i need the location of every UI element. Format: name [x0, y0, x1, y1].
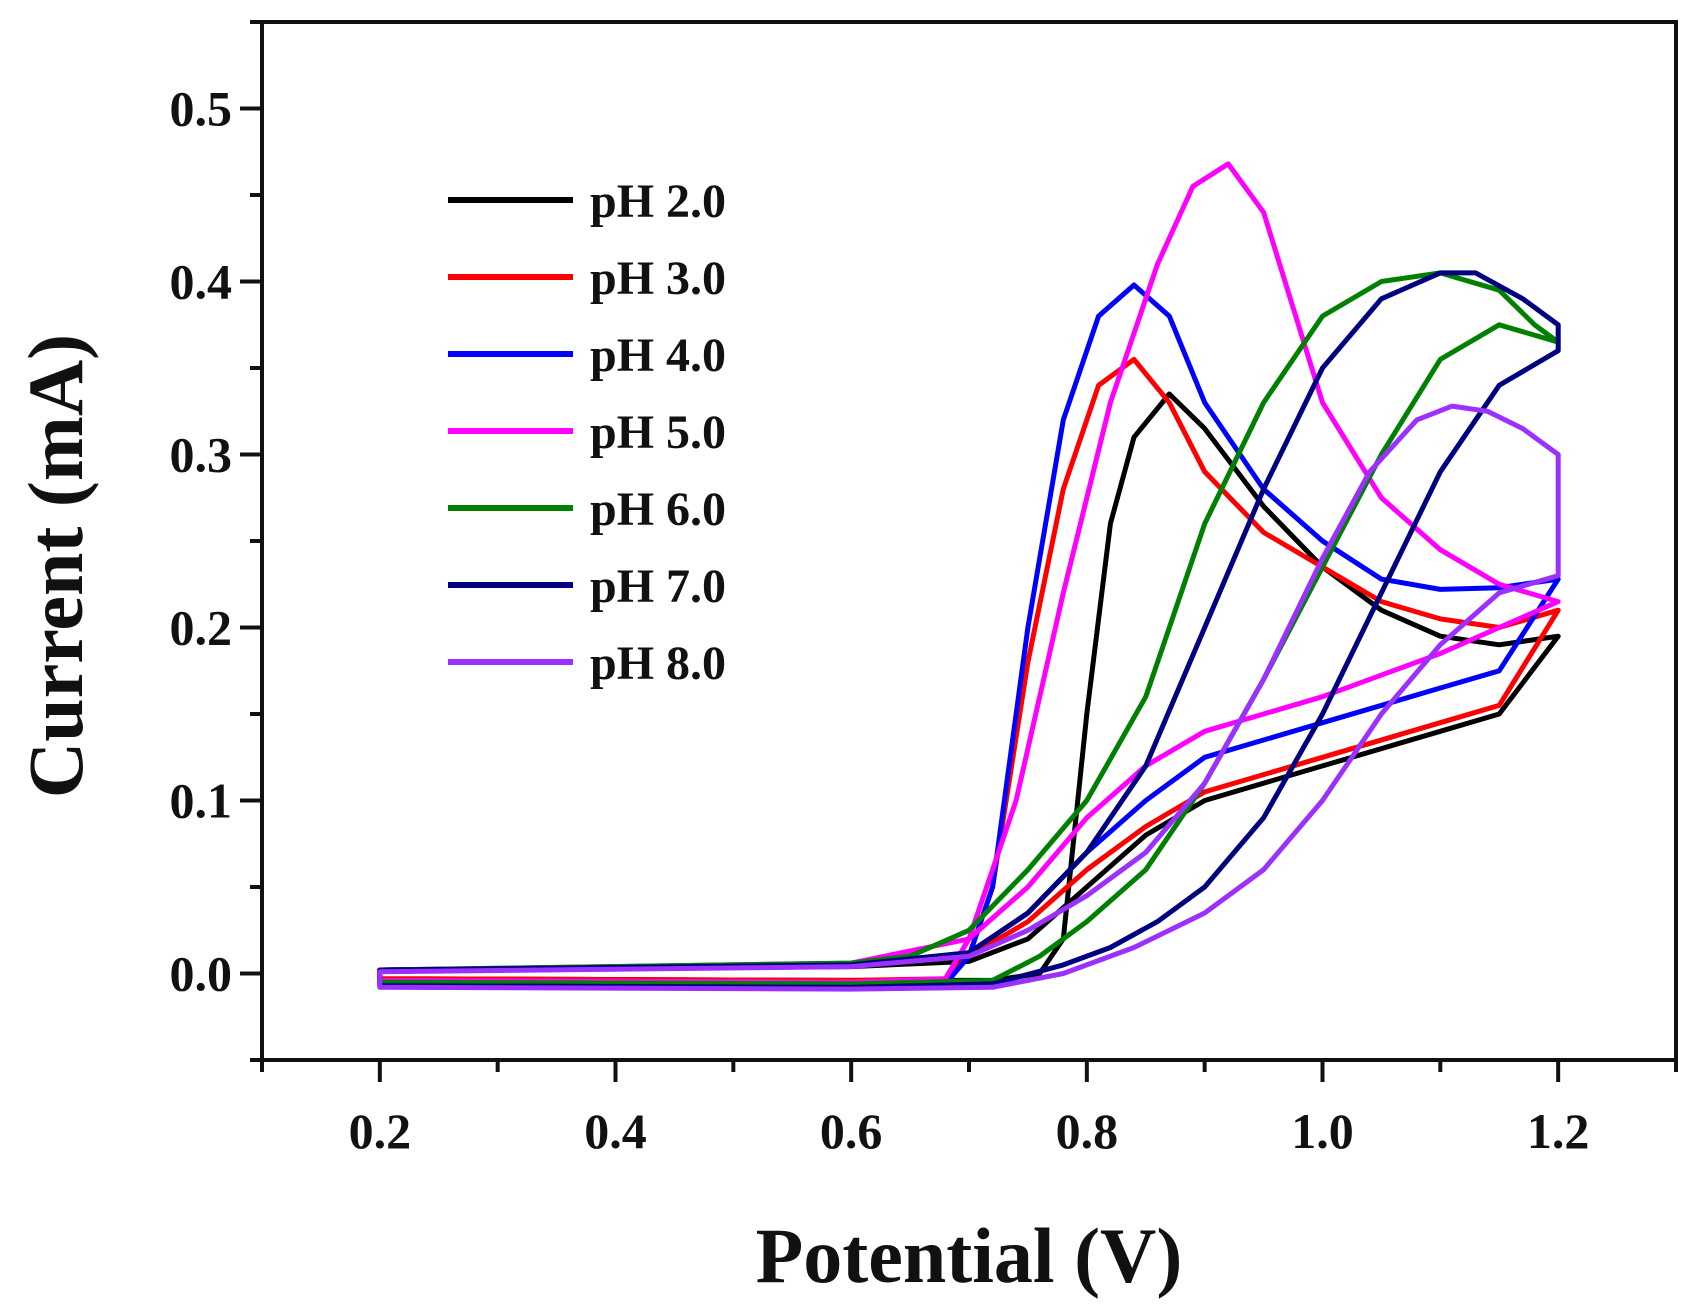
y-tick-label: 0.5	[170, 81, 233, 137]
x-tick-label: 1.0	[1291, 1103, 1354, 1159]
legend-label: pH 5.0	[590, 406, 726, 459]
legend: pH 2.0 pH 3.0 pH 4.0 pH 5.0 pH 6.0 pH 7.0 pH 8…	[448, 175, 726, 690]
legend-label: pH 8.0	[590, 637, 726, 690]
x-axis-title: Potential (V)	[756, 1212, 1183, 1299]
x-tick-label: 0.6	[820, 1103, 883, 1159]
series-curve	[377, 403, 1561, 992]
y-axis-title: Current (mA)	[12, 334, 99, 798]
x-tick-label: 0.2	[349, 1103, 412, 1159]
x-tick-label: 0.4	[584, 1103, 647, 1159]
legend-label: pH 7.0	[590, 560, 726, 613]
series-curves	[377, 161, 1561, 992]
y-axis: 0.0 0.1 0.2 0.3 0.4 0.5	[170, 20, 262, 1062]
series-curve	[377, 270, 1561, 990]
legend-label: pH 6.0	[590, 483, 726, 536]
legend-label: pH 2.0	[590, 175, 726, 228]
x-tick-label: 1.2	[1527, 1103, 1590, 1159]
y-tick-label: 0.4	[170, 254, 233, 310]
series-curve	[377, 161, 1561, 985]
legend-label: pH 4.0	[590, 329, 726, 382]
x-tick-label: 0.8	[1056, 1103, 1119, 1159]
y-tick-label: 0.0	[170, 946, 233, 1002]
x-axis: 0.2 0.4 0.6 0.8 1.0 1.2	[260, 1060, 1678, 1159]
y-tick-label: 0.3	[170, 427, 233, 483]
series-curve	[377, 270, 1561, 987]
legend-label: pH 3.0	[590, 252, 726, 305]
y-tick-label: 0.1	[170, 773, 233, 829]
y-tick-label: 0.2	[170, 600, 233, 656]
